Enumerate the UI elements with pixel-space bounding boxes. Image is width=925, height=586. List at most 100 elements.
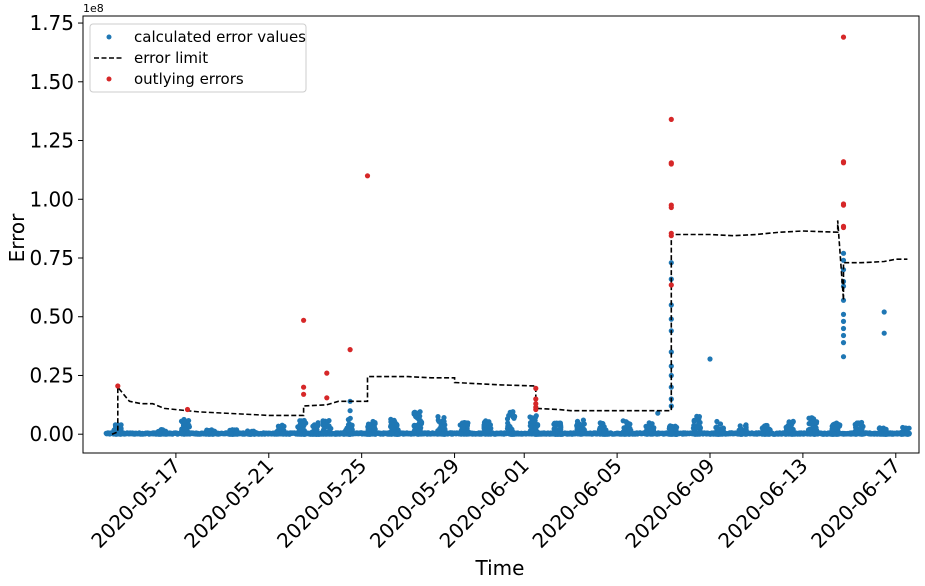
calculated-point xyxy=(186,418,192,424)
calculated-point xyxy=(765,430,771,437)
x-tick-label: 2020-06-09 xyxy=(620,454,719,553)
calculated-point xyxy=(840,318,847,324)
calculated-point xyxy=(419,419,425,425)
calculated-point xyxy=(840,340,847,346)
y-tick-label: 1.25 xyxy=(29,129,74,153)
y-tick-label: 0.25 xyxy=(29,363,74,387)
legend-marker-calculated xyxy=(106,34,112,40)
calculated-point xyxy=(693,416,700,422)
x-tick-label: 2020-06-13 xyxy=(713,454,812,553)
calculated-point xyxy=(813,425,819,431)
calculated-point xyxy=(441,418,447,425)
legend-label-limit: error limit xyxy=(134,49,208,67)
calculated-point xyxy=(394,431,400,437)
calculated-point xyxy=(277,424,283,430)
calculated-point xyxy=(302,431,308,437)
calculated-point xyxy=(786,419,792,425)
y-tick-label: 1.00 xyxy=(29,187,74,211)
calculated-point xyxy=(601,429,607,436)
calculated-point xyxy=(854,420,860,426)
outlying-point xyxy=(301,317,307,323)
calculated-point xyxy=(458,431,464,437)
outlying-point xyxy=(668,116,674,122)
calculated-point xyxy=(806,415,812,421)
calculated-point xyxy=(411,429,417,435)
calculated-point xyxy=(881,309,887,315)
y-tick-label: 0.00 xyxy=(29,422,74,446)
calculated-point xyxy=(251,428,257,434)
outlying-point xyxy=(840,34,847,40)
calculated-point xyxy=(228,431,234,437)
calculated-point xyxy=(182,419,188,425)
calculated-point xyxy=(840,325,847,332)
calculated-point xyxy=(441,415,447,421)
calculated-point xyxy=(882,427,888,433)
calculated-point xyxy=(327,431,333,437)
calculated-point xyxy=(280,430,286,437)
calculated-point xyxy=(790,419,796,425)
error-limit-line xyxy=(111,220,908,435)
calculated-point xyxy=(840,332,847,339)
outlying-point xyxy=(533,396,539,402)
calculated-point xyxy=(714,418,720,425)
calculated-point xyxy=(347,431,353,437)
outlying-point xyxy=(347,347,353,353)
outlying-point xyxy=(840,202,847,208)
y-axis: 0.00 0.25 0.50 0.75 1.00 1.25 1.50 1.75 xyxy=(29,11,83,446)
calculated-point xyxy=(550,431,556,437)
calculated-point xyxy=(367,431,373,437)
calculated-point xyxy=(388,424,394,430)
outlying-point xyxy=(668,161,674,167)
calculated-point xyxy=(347,408,353,414)
calculated-point xyxy=(511,414,518,420)
calculated-point xyxy=(440,425,446,431)
calculated-point xyxy=(115,422,121,428)
plot-frame xyxy=(82,15,920,454)
calculated-point xyxy=(697,429,703,435)
outlying-point xyxy=(301,384,307,390)
calculated-point xyxy=(674,431,680,437)
legend-box xyxy=(89,23,307,93)
calculated-point xyxy=(413,414,419,420)
calculated-point xyxy=(876,430,882,437)
calculated-point xyxy=(759,425,765,431)
calculated-point xyxy=(440,431,446,437)
calculated-point xyxy=(883,431,889,437)
calculated-point xyxy=(783,431,789,437)
calculated-point xyxy=(557,426,563,432)
calculated-point xyxy=(460,424,466,430)
y-offset-label: 1e8 xyxy=(83,2,104,15)
calculated-point xyxy=(840,257,847,263)
calculated-point xyxy=(341,430,347,436)
calculated-point xyxy=(370,418,376,425)
calculated-point xyxy=(834,422,840,428)
calculated-point xyxy=(831,431,837,437)
outlying-point xyxy=(533,385,539,391)
calculated-point xyxy=(394,421,400,427)
calculated-point xyxy=(694,425,700,431)
y-tick-label: 1.75 xyxy=(29,11,74,35)
outlying-point xyxy=(840,160,847,166)
y-axis-label: Error xyxy=(5,213,29,263)
outlying-point xyxy=(324,395,330,401)
calculated-point xyxy=(297,431,303,437)
calculated-point xyxy=(858,425,864,432)
legend-label-outlying: outlying errors xyxy=(134,70,244,88)
calculated-point xyxy=(814,419,820,425)
x-tick-label: 2020-06-17 xyxy=(806,454,905,553)
calculated-point xyxy=(738,425,744,432)
y-tick-label: 0.50 xyxy=(29,305,74,329)
calculated-point xyxy=(648,427,655,434)
calculated-point xyxy=(298,427,304,433)
calculated-point xyxy=(505,420,511,426)
x-tick-label: 2020-05-25 xyxy=(272,454,371,553)
legend: calculated error values error limit outl… xyxy=(89,23,307,93)
calculated-point xyxy=(739,430,745,436)
calculated-point xyxy=(313,431,319,437)
calculated-point xyxy=(623,419,630,425)
outlying-point xyxy=(668,233,674,239)
calculated-point xyxy=(533,413,539,419)
calculated-point xyxy=(274,430,280,437)
x-axis: 2020-05-172020-05-212020-05-252020-05-29… xyxy=(86,453,905,553)
